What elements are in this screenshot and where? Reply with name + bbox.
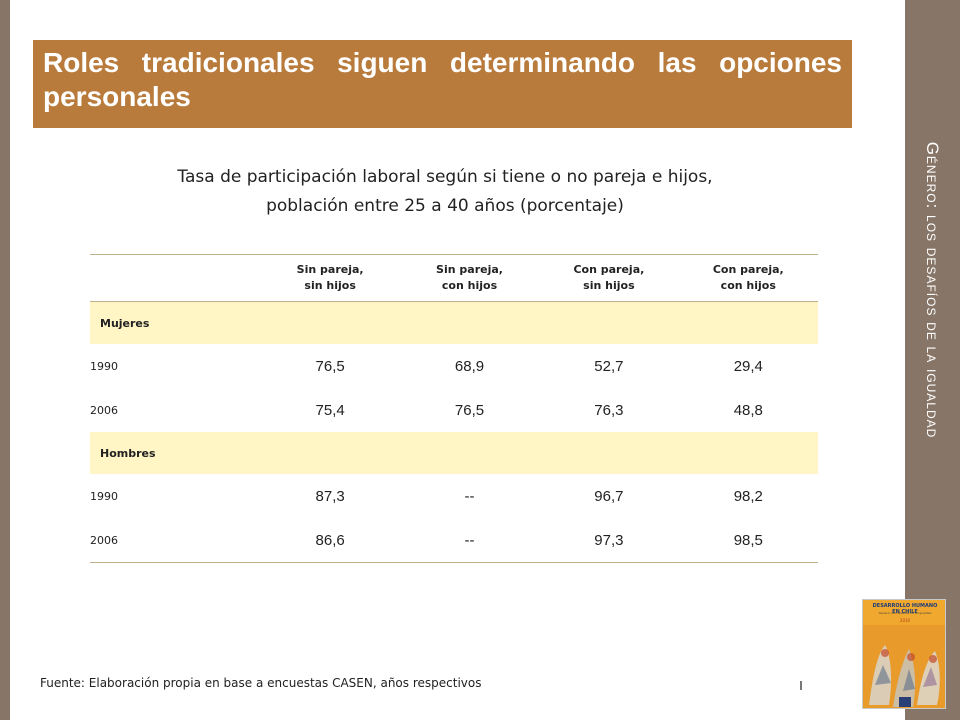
table-cell: 52,7 [594, 357, 624, 375]
header-col-4: Con pareja, con hijos [679, 255, 818, 302]
slide-title: Roles tradicionales siguen determinando … [43, 47, 842, 112]
header-empty-cell [90, 255, 260, 302]
table-cell: 98,5 [733, 531, 763, 549]
source-note: Fuente: Elaboración propia en base a enc… [40, 676, 482, 690]
table-cell: 98,2 [733, 487, 763, 505]
table-caption: Tasa de participación laboral según si t… [140, 163, 750, 221]
title-banner: Roles tradicionales siguen determinando … [33, 40, 852, 128]
header-col-1-line-1: Sin pareja, [296, 263, 364, 276]
group-label: Mujeres [90, 301, 261, 344]
cover-title: DESARROLLO HUMANO EN CHILE [872, 603, 938, 615]
table-caption-line-1: Tasa de participación laboral según si t… [177, 167, 713, 187]
table-cell: 97,3 [594, 531, 624, 549]
table-cell: 68,9 [454, 357, 485, 375]
table-cell: -- [464, 531, 475, 549]
header-col-2-line-1: Sin pareja, [436, 263, 503, 276]
row-year: 1990 [90, 489, 118, 503]
stray-mark [800, 681, 802, 690]
table-cell: 48,8 [733, 401, 763, 419]
table-cell: -- [464, 487, 475, 505]
table-cell: 76,5 [315, 357, 345, 375]
header-col-2-line-2: con hijos [441, 279, 498, 292]
cover-year: 2010 [899, 618, 911, 623]
table-cell: 96,7 [594, 487, 624, 505]
group-row-mujeres: Mujeres [90, 301, 818, 344]
group-label: Hombres [90, 432, 261, 474]
table-row: 1990 76,5 68,9 52,7 29,4 [90, 344, 818, 388]
row-year: 2006 [90, 403, 118, 417]
group-row-hombres: Hombres [90, 432, 818, 474]
table-cell: 76,5 [454, 401, 485, 419]
left-accent-bar [0, 0, 10, 720]
table-cell: 87,3 [315, 487, 345, 505]
table-cell: 29,4 [733, 357, 763, 375]
table-row: 1990 87,3 -- 96,7 98,2 [90, 474, 818, 518]
cover-subtitle: Género: los desafíos de la igualdad [878, 611, 932, 615]
report-cover-image: DESARROLLO HUMANO EN CHILE Género: los d… [862, 599, 946, 709]
header-col-2: Sin pareja, con hijos [400, 255, 539, 302]
participation-table: Sin pareja, sin hijos Sin pareja, con hi… [90, 254, 818, 563]
header-col-4-line-2: con hijos [720, 279, 776, 292]
header-col-4-line-1: Con pareja, [712, 263, 784, 276]
row-year: 2006 [90, 533, 118, 547]
table-caption-line-2: población entre 25 a 40 años (porcentaje… [266, 196, 624, 216]
table-cell: 86,6 [315, 531, 345, 549]
table-header-row: Sin pareja, sin hijos Sin pareja, con hi… [90, 255, 818, 302]
header-col-3-line-2: sin hijos [583, 279, 635, 292]
header-col-1: Sin pareja, sin hijos [260, 255, 399, 302]
table-row: 2006 75,4 76,5 76,3 48,8 [90, 388, 818, 432]
table-row: 2006 86,6 -- 97,3 98,5 [90, 518, 818, 563]
header-col-3-line-1: Con pareja, [573, 263, 645, 276]
table-cell: 75,4 [315, 401, 345, 419]
table-cell: 76,3 [594, 401, 624, 419]
cover-artwork [863, 625, 945, 708]
header-col-3: Con pareja, sin hijos [539, 255, 678, 302]
header-col-1-line-2: sin hijos [304, 279, 356, 292]
row-year: 1990 [90, 359, 118, 373]
side-section-title: Género: los desafíos de la igualdad [923, 141, 942, 439]
